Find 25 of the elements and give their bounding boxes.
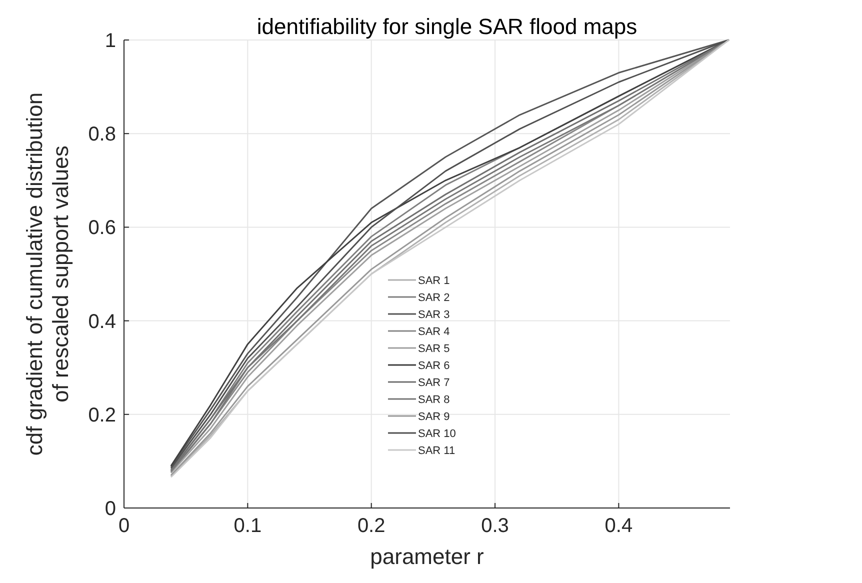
y-tick-label: 0 <box>104 498 116 520</box>
x-tick-label: 0.2 <box>357 515 386 537</box>
y-tick-label: 1 <box>104 30 116 52</box>
y-tick-label: 0.4 <box>88 310 116 333</box>
x-tick-label: 0.1 <box>234 515 262 537</box>
y-axis-title: cdf gradient of cumulative distribution of rescaled support values <box>22 92 73 456</box>
x-tick-label: 0.4 <box>604 515 633 537</box>
legend-label: SAR 3 <box>418 309 450 321</box>
chart-title: identifiability for single SAR flood maps <box>256 14 638 39</box>
x-tick-label: 0.3 <box>481 515 509 537</box>
legend-label: SAR 11 <box>418 445 456 457</box>
legend-label: SAR 7 <box>418 377 450 389</box>
y-tick-label: 0.8 <box>88 124 116 146</box>
legend-label: SAR 6 <box>418 360 450 372</box>
x-tick-label: 0 <box>118 515 130 537</box>
legend-label: SAR 4 <box>418 326 450 338</box>
x-axis-title: parameter r <box>370 544 484 569</box>
legend-label: SAR 8 <box>418 394 450 406</box>
legend-label: SAR 1 <box>418 275 450 287</box>
legend-label: SAR 10 <box>418 428 456 440</box>
y-tick-label: 0.6 <box>88 217 116 240</box>
y-tick-label: 0.2 <box>88 404 116 426</box>
legend-label: SAR 9 <box>418 411 450 423</box>
legend-label: SAR 2 <box>418 292 450 304</box>
legend-label: SAR 5 <box>418 343 450 355</box>
